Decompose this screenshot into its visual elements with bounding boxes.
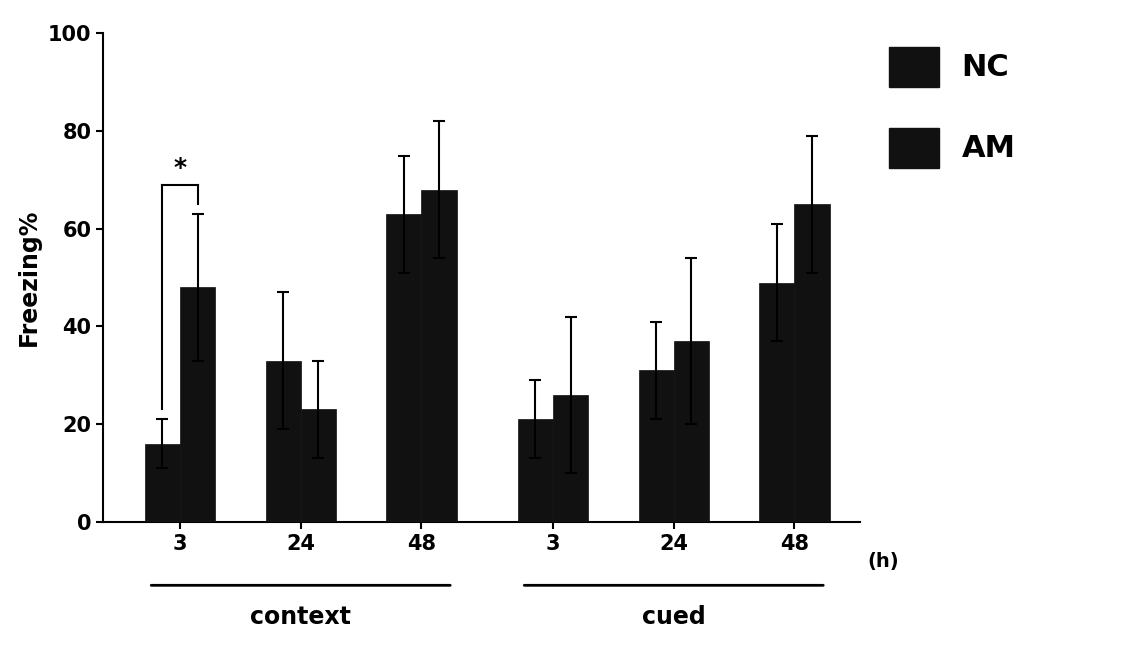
Bar — [795, 205, 829, 522]
Bar — [518, 419, 553, 522]
Bar — [553, 395, 588, 522]
Text: cued: cued — [642, 605, 705, 629]
Text: (h): (h) — [867, 553, 899, 571]
Bar — [673, 341, 709, 522]
Y-axis label: Freezing%: Freezing% — [17, 209, 41, 347]
Text: *: * — [173, 156, 187, 180]
Bar — [301, 409, 336, 522]
Bar — [421, 190, 457, 522]
Bar — [266, 361, 301, 522]
Bar — [387, 214, 421, 522]
Bar — [145, 444, 180, 522]
Text: context: context — [250, 605, 351, 629]
Bar — [639, 371, 673, 522]
Bar — [759, 282, 795, 522]
Legend: NC, AM: NC, AM — [889, 47, 1015, 168]
Bar — [180, 288, 216, 522]
